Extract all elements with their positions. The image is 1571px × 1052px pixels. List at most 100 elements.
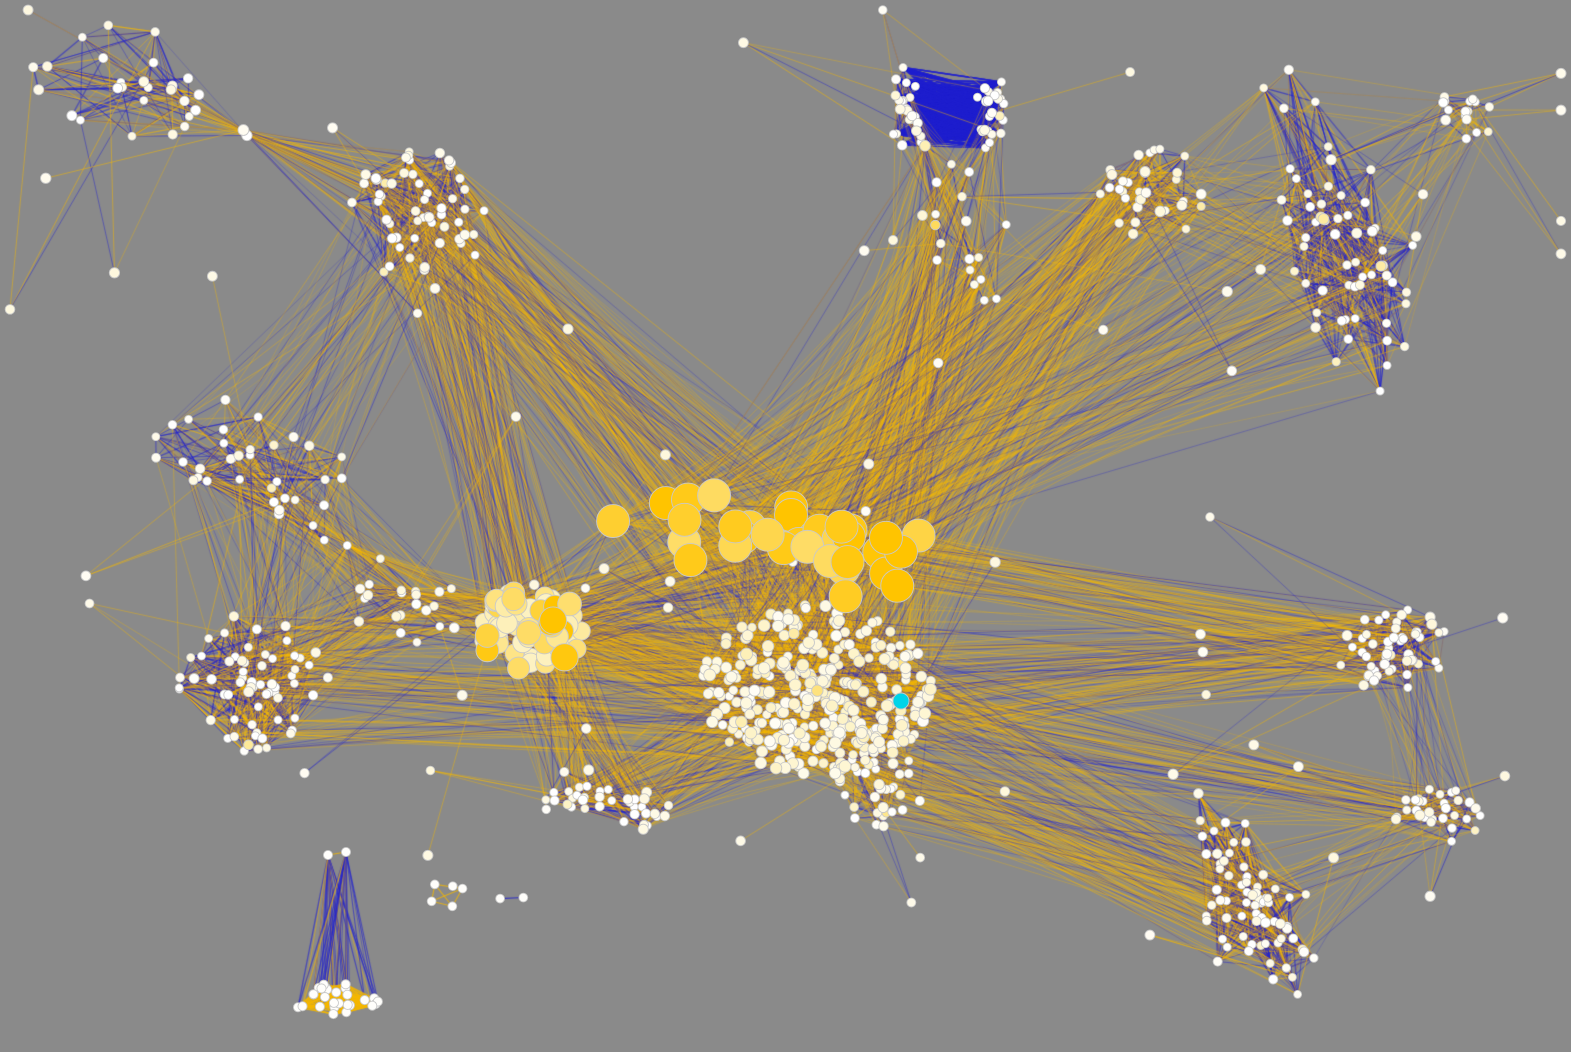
- graph-node[interactable]: [734, 659, 746, 671]
- graph-node[interactable]: [304, 660, 314, 670]
- graph-node[interactable]: [731, 696, 743, 708]
- graph-node[interactable]: [979, 124, 991, 136]
- graph-node[interactable]: [899, 650, 911, 663]
- graph-node[interactable]: [562, 799, 573, 810]
- graph-node[interactable]: [1193, 788, 1204, 799]
- graph-node[interactable]: [1155, 144, 1165, 154]
- graph-node[interactable]: [935, 238, 946, 249]
- graph-node[interactable]: [331, 987, 342, 998]
- graph-node[interactable]: [84, 598, 95, 609]
- graph-node[interactable]: [744, 726, 758, 740]
- graph-node[interactable]: [1417, 188, 1429, 200]
- graph-node[interactable]: [188, 673, 200, 684]
- graph-node[interactable]: [880, 568, 915, 603]
- graph-node[interactable]: [816, 674, 829, 688]
- graph-node[interactable]: [474, 623, 500, 648]
- graph-node[interactable]: [905, 639, 916, 650]
- graph-node[interactable]: [1195, 628, 1206, 640]
- graph-node[interactable]: [1426, 817, 1436, 827]
- graph-node[interactable]: [219, 438, 229, 448]
- graph-node[interactable]: [777, 706, 790, 719]
- graph-node[interactable]: [906, 110, 918, 122]
- graph-node[interactable]: [1366, 225, 1378, 237]
- graph-node[interactable]: [622, 793, 634, 805]
- graph-node[interactable]: [1258, 869, 1269, 880]
- graph-node[interactable]: [327, 122, 339, 134]
- graph-node[interactable]: [797, 767, 810, 780]
- graph-node[interactable]: [1401, 655, 1413, 667]
- graph-node[interactable]: [342, 540, 352, 550]
- graph-node[interactable]: [1276, 194, 1287, 205]
- graph-node[interactable]: [877, 714, 889, 726]
- graph-node[interactable]: [515, 620, 542, 646]
- graph-node[interactable]: [42, 61, 53, 72]
- graph-node[interactable]: [470, 250, 480, 260]
- graph-node[interactable]: [1384, 666, 1394, 676]
- graph-node[interactable]: [223, 689, 234, 700]
- graph-node[interactable]: [347, 197, 357, 208]
- graph-node[interactable]: [1305, 201, 1316, 212]
- graph-node[interactable]: [1341, 629, 1353, 641]
- graph-node[interactable]: [640, 808, 652, 819]
- graph-node[interactable]: [629, 809, 640, 820]
- graph-node[interactable]: [819, 599, 832, 613]
- graph-node[interactable]: [728, 685, 739, 696]
- graph-node[interactable]: [1114, 218, 1124, 228]
- graph-node[interactable]: [638, 793, 650, 805]
- graph-node[interactable]: [1350, 314, 1360, 323]
- graph-node[interactable]: [290, 495, 300, 505]
- graph-node[interactable]: [1104, 182, 1115, 193]
- graph-node[interactable]: [1242, 898, 1251, 908]
- graph-node[interactable]: [290, 651, 300, 661]
- graph-node[interactable]: [395, 627, 406, 638]
- graph-node[interactable]: [501, 586, 526, 612]
- graph-node[interactable]: [577, 794, 589, 806]
- graph-node[interactable]: [867, 617, 878, 628]
- graph-node[interactable]: [1323, 181, 1334, 191]
- graph-node[interactable]: [659, 810, 671, 822]
- graph-node[interactable]: [304, 440, 315, 451]
- graph-node[interactable]: [895, 789, 906, 800]
- graph-node[interactable]: [1368, 675, 1380, 686]
- graph-node[interactable]: [1366, 661, 1376, 671]
- graph-node[interactable]: [204, 634, 214, 643]
- graph-node[interactable]: [825, 663, 837, 676]
- graph-node[interactable]: [598, 563, 610, 575]
- graph-node[interactable]: [455, 173, 465, 184]
- graph-node[interactable]: [594, 791, 605, 803]
- graph-node[interactable]: [1240, 818, 1250, 828]
- graph-node[interactable]: [1426, 618, 1438, 630]
- graph-node[interactable]: [434, 586, 445, 597]
- graph-node[interactable]: [664, 575, 676, 587]
- graph-node[interactable]: [899, 662, 912, 675]
- graph-node[interactable]: [1402, 669, 1412, 680]
- graph-node[interactable]: [273, 693, 283, 703]
- graph-node[interactable]: [1375, 386, 1385, 396]
- graph-node[interactable]: [40, 172, 52, 184]
- graph-node[interactable]: [1303, 189, 1313, 199]
- graph-node[interactable]: [1221, 913, 1232, 924]
- graph-node[interactable]: [151, 432, 161, 442]
- graph-node[interactable]: [1461, 133, 1472, 144]
- graph-node[interactable]: [888, 129, 899, 139]
- graph-node[interactable]: [887, 807, 897, 817]
- graph-node[interactable]: [266, 483, 277, 493]
- graph-node[interactable]: [436, 203, 447, 214]
- graph-node[interactable]: [1443, 105, 1453, 115]
- graph-node[interactable]: [1224, 848, 1234, 858]
- graph-node[interactable]: [1361, 651, 1372, 662]
- graph-node[interactable]: [748, 684, 761, 697]
- graph-node[interactable]: [469, 229, 479, 240]
- graph-node[interactable]: [912, 696, 925, 709]
- graph-node[interactable]: [796, 658, 810, 672]
- graph-node[interactable]: [220, 628, 230, 638]
- graph-node[interactable]: [603, 785, 613, 794]
- graph-node[interactable]: [1410, 231, 1422, 242]
- graph-node[interactable]: [429, 601, 439, 611]
- graph-node[interactable]: [808, 720, 819, 731]
- graph-node[interactable]: [718, 509, 753, 544]
- graph-node[interactable]: [828, 579, 863, 614]
- graph-node[interactable]: [848, 750, 858, 760]
- graph-node[interactable]: [412, 637, 422, 647]
- graph-node[interactable]: [138, 76, 150, 87]
